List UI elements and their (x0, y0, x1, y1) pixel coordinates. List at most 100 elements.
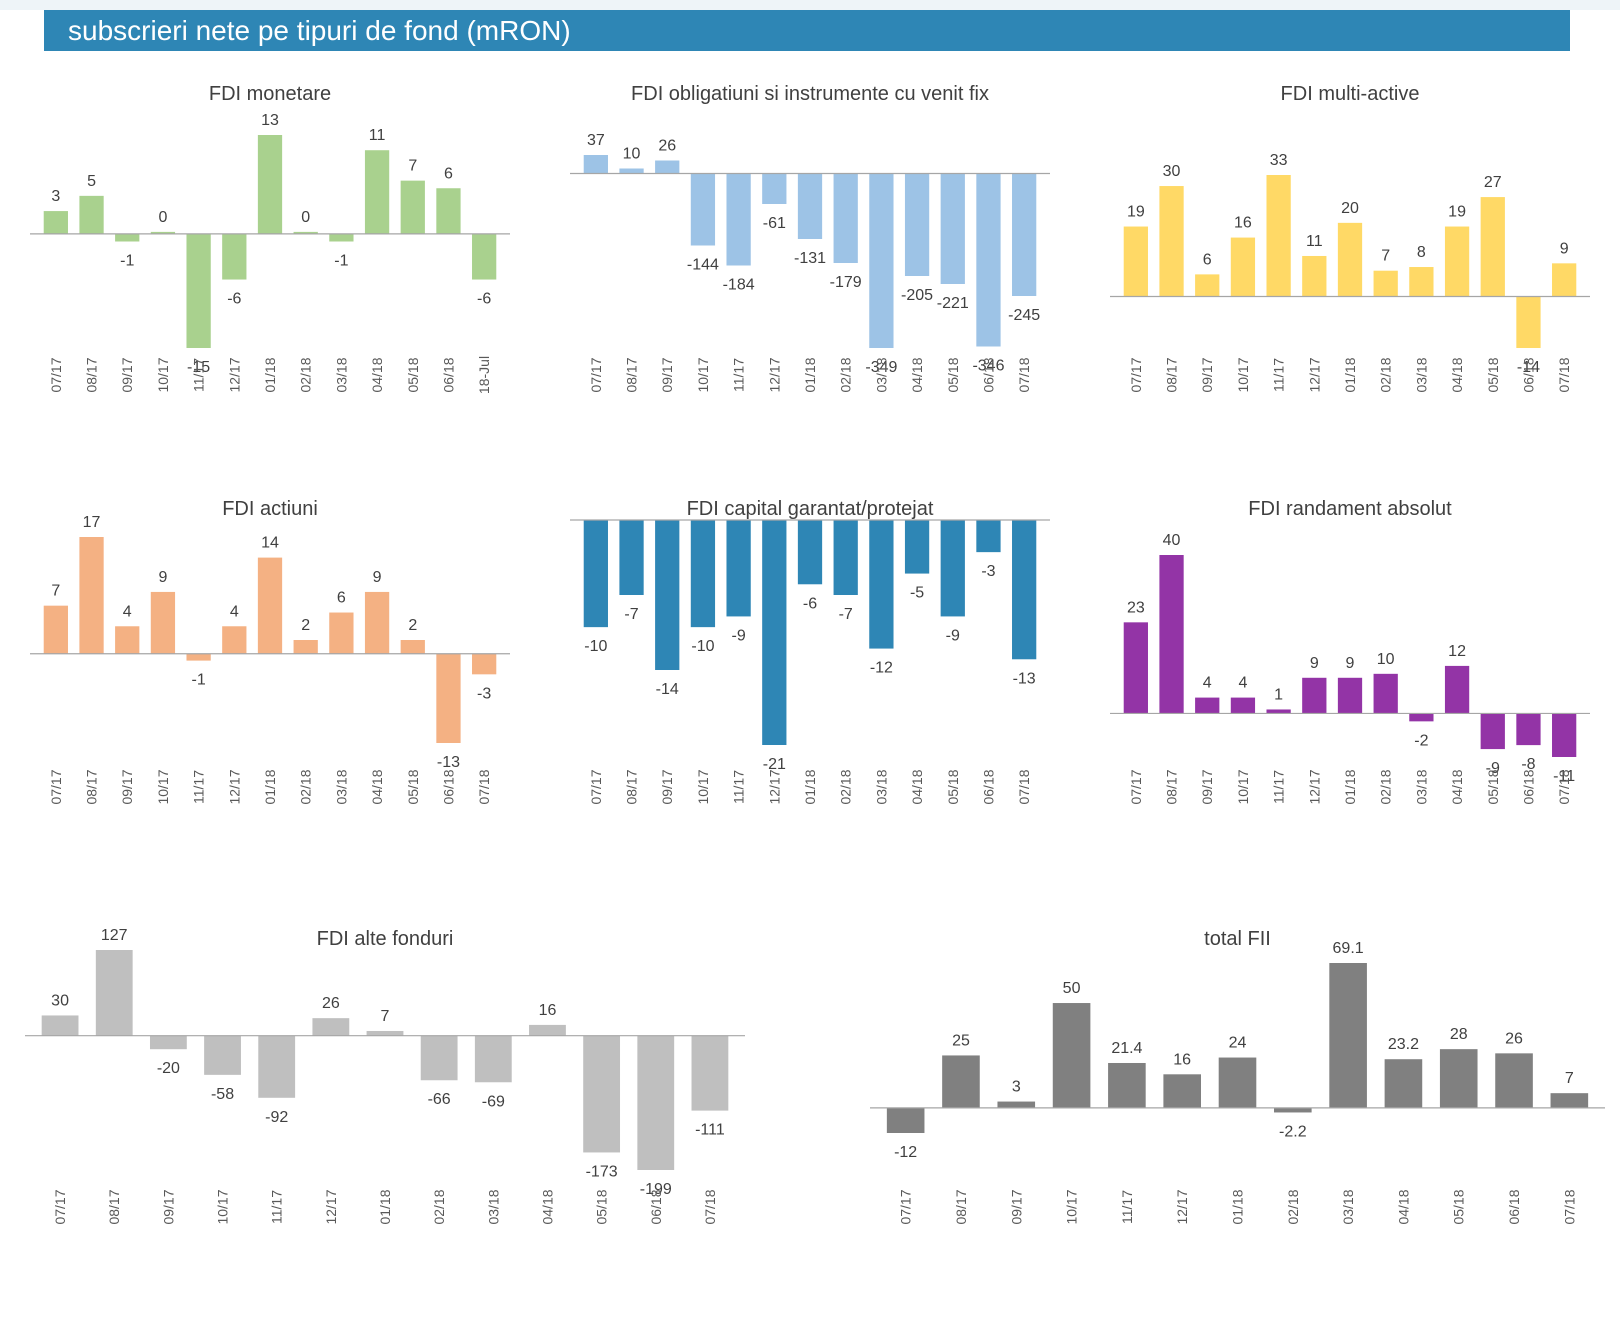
data-label: -12 (870, 660, 893, 677)
x-tick-label: 08/17 (106, 1189, 122, 1224)
x-tick-label: 09/17 (659, 357, 675, 392)
x-tick-label: 09/17 (1008, 1189, 1024, 1224)
x-tick-label: 01/18 (802, 357, 818, 392)
bar (1195, 274, 1220, 297)
bar (1302, 255, 1327, 297)
data-label: -10 (691, 638, 714, 655)
x-tick-label: 11/17 (1271, 358, 1287, 392)
bar (583, 1035, 621, 1153)
x-tick-label: 03/18 (333, 357, 349, 392)
x-tick-label: 09/17 (1199, 357, 1215, 392)
chart-fdi-multi-active: FDI multi-active 19 07/17 30 08/17 6 09/17 16 10… (1110, 83, 1590, 393)
data-label: -3 (981, 563, 995, 580)
x-tick-label: 07/18 (1556, 769, 1572, 804)
bar (364, 591, 390, 654)
data-label: -245 (1008, 307, 1040, 324)
bar (869, 520, 894, 649)
header-topline (0, 0, 1620, 10)
x-tick-label: 09/17 (119, 769, 135, 804)
bar (1123, 622, 1148, 714)
bar (1550, 1093, 1589, 1108)
x-tick-label: 10/17 (695, 357, 711, 392)
x-tick-label: 07/18 (1016, 357, 1032, 392)
data-label: 7 (381, 1008, 390, 1025)
x-tick-label: 02/18 (1378, 357, 1394, 392)
bar (762, 173, 787, 204)
bar (833, 173, 858, 263)
x-tick-label: 08/17 (1164, 769, 1180, 804)
data-label: 9 (1346, 655, 1355, 672)
data-label: -20 (157, 1060, 180, 1077)
bar (1384, 1059, 1423, 1108)
x-tick-label: 06/18 (648, 1189, 664, 1224)
x-tick-label: 01/18 (262, 769, 278, 804)
x-tick-label: 06/18 (440, 357, 456, 392)
data-label: 69.1 (1333, 940, 1364, 957)
data-label: 4 (1203, 675, 1212, 692)
bar (258, 1035, 296, 1098)
chart-title: total FII (1204, 928, 1271, 950)
x-tick-label: 12/17 (766, 769, 782, 804)
data-label: -92 (265, 1109, 288, 1126)
bar (293, 640, 318, 654)
data-label: -2.2 (1279, 1123, 1307, 1140)
data-label: -7 (624, 606, 638, 623)
bar (1444, 226, 1470, 297)
bar (1218, 1057, 1257, 1108)
data-label: 9 (1560, 240, 1569, 257)
x-tick-label: 03/18 (1340, 1189, 1356, 1224)
x-tick-label: 08/17 (1164, 357, 1180, 392)
chart-fdi-monetare: FDI monetare 3 07/17 5 08/17 -1 09/17 0 10/17 -15… (30, 83, 510, 394)
bar (1274, 1107, 1312, 1113)
bar (1159, 555, 1184, 714)
bar (1373, 673, 1398, 714)
data-label: -1 (334, 253, 348, 270)
data-label: -14 (1517, 359, 1540, 376)
bar (904, 173, 930, 276)
bar (366, 1030, 404, 1036)
x-tick-label: 07/17 (588, 769, 604, 804)
bar (1337, 222, 1363, 297)
bar (1302, 677, 1327, 714)
bar (691, 1035, 729, 1111)
bar (1439, 1049, 1478, 1108)
bar (1337, 677, 1363, 714)
bar (997, 1101, 1036, 1108)
chart-title: FDI monetare (209, 83, 331, 105)
bar (312, 1018, 350, 1036)
data-label: 30 (1163, 163, 1181, 180)
bar (1012, 520, 1037, 660)
bar (150, 591, 176, 654)
x-tick-label: 02/18 (838, 357, 854, 392)
bar (1266, 175, 1291, 297)
data-label: -69 (482, 1093, 505, 1110)
x-tick-label: 06/18 (1520, 769, 1536, 804)
bar (619, 520, 644, 595)
x-tick-label: 11/17 (731, 770, 747, 804)
x-tick-label: 07/17 (48, 357, 64, 392)
bar (1516, 296, 1541, 348)
x-tick-label: 04/18 (1395, 1189, 1411, 1224)
x-tick-label: 11/17 (191, 358, 207, 392)
x-tick-label: 04/18 (1449, 769, 1465, 804)
x-tick-label: 03/18 (873, 357, 889, 392)
x-tick-label: 07/17 (1128, 357, 1144, 392)
data-label: 2 (301, 617, 310, 634)
bar (1480, 197, 1505, 297)
bar (257, 557, 283, 654)
bar (257, 135, 283, 234)
chart-fdi-alte-fonduri: FDI alte fonduri 30 07/17 127 08/17 -20 09/17 -… (25, 927, 745, 1225)
bar (472, 653, 497, 675)
x-tick-label: 11/17 (269, 1190, 285, 1224)
bar (364, 150, 390, 234)
bar (1159, 186, 1184, 297)
bar (420, 1035, 458, 1081)
bar (1230, 697, 1256, 714)
data-label: 30 (51, 992, 69, 1009)
data-label: -8 (1521, 756, 1535, 773)
x-tick-label: 18-Jul (476, 356, 492, 394)
x-tick-label: 07/17 (48, 769, 64, 804)
data-label: 10 (1377, 651, 1395, 668)
data-label: 24 (1229, 1035, 1247, 1052)
bar (726, 173, 751, 266)
